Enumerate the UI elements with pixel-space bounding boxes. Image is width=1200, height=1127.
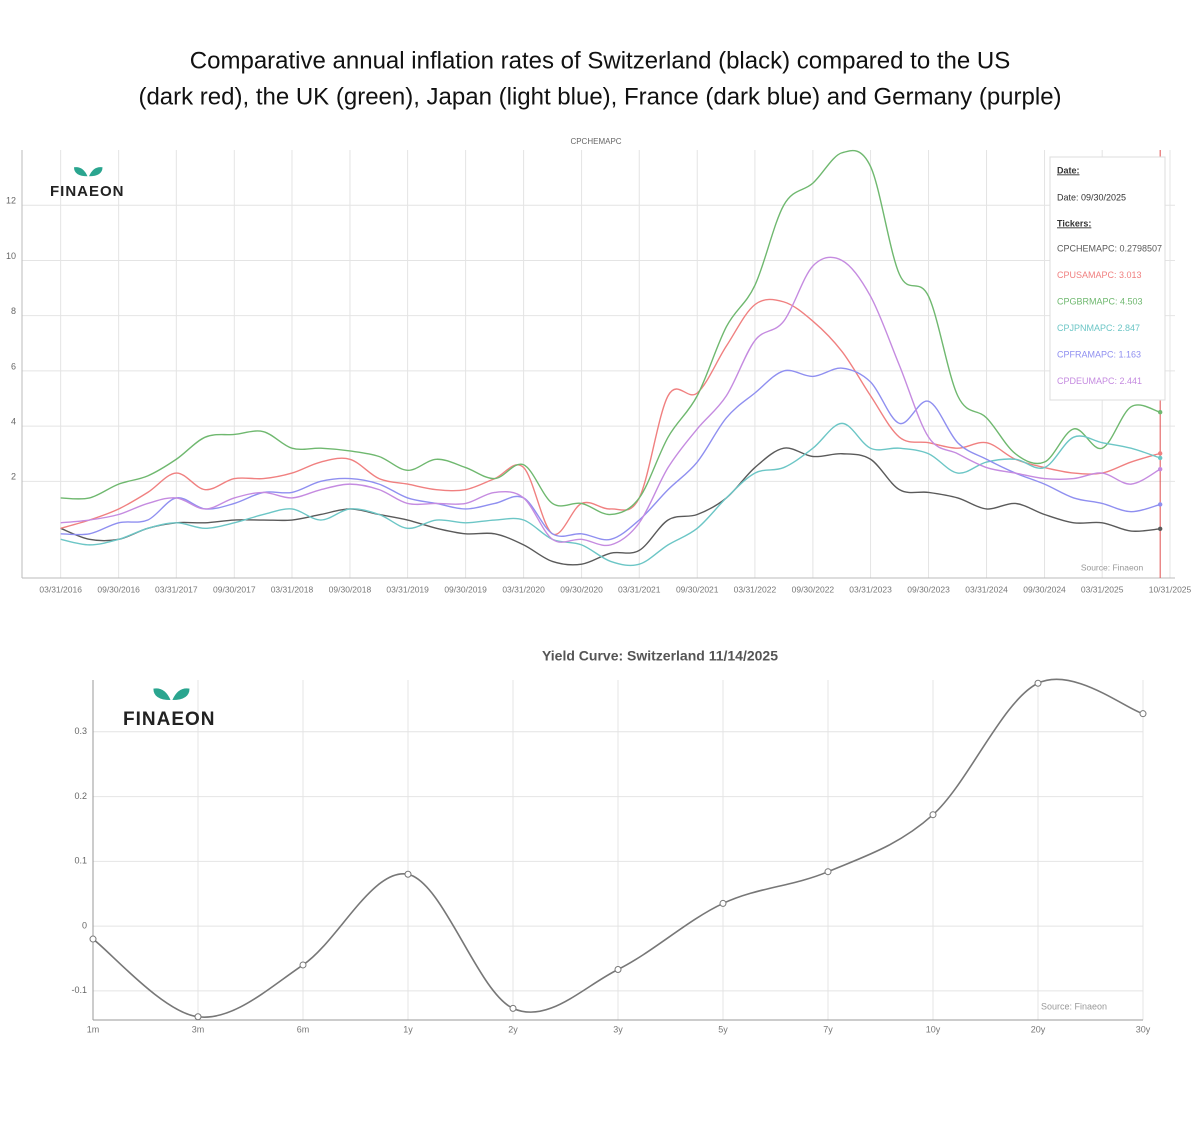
x-tick-label: 03/31/2024 bbox=[965, 584, 1008, 594]
x-tick-label: 09/30/2016 bbox=[97, 584, 140, 594]
logo-text: FINAEON bbox=[50, 183, 125, 200]
point-marker bbox=[509, 1004, 517, 1012]
x-tick-label: 3m bbox=[192, 1024, 205, 1034]
point-marker bbox=[1157, 466, 1163, 472]
point-marker bbox=[1157, 410, 1163, 415]
x-tick-label: 03/31/2016 bbox=[39, 584, 82, 594]
y-tick-label: 0.2 bbox=[74, 791, 87, 801]
x-tick-label: 09/30/2017 bbox=[213, 584, 256, 594]
point-marker bbox=[824, 868, 832, 876]
y-tick-label: 0 bbox=[82, 920, 87, 930]
series-line bbox=[60, 149, 1161, 516]
point-marker bbox=[1157, 526, 1163, 532]
x-tick-label: 09/30/2021 bbox=[676, 584, 719, 594]
heading-line: Comparative annual inflation rates of Sw… bbox=[190, 47, 1010, 74]
x-tick-label: 09/30/2024 bbox=[1023, 584, 1066, 594]
series-line bbox=[60, 298, 1161, 536]
point-marker bbox=[1139, 710, 1147, 718]
point-marker bbox=[1157, 451, 1163, 456]
tooltip-line: CPJPNMAPC: 2.847 bbox=[1057, 323, 1140, 333]
x-tick-label: 03/31/2022 bbox=[734, 584, 777, 594]
x-tick-label: 03/31/2018 bbox=[271, 584, 314, 594]
point-marker bbox=[614, 965, 622, 973]
tooltip-heading: Tickers: bbox=[1057, 218, 1091, 228]
chart-title: CPCHEMAPC bbox=[570, 137, 621, 146]
x-tick-label: 1y bbox=[403, 1024, 413, 1034]
x-tick-label: 09/30/2019 bbox=[444, 584, 487, 594]
series-line bbox=[60, 422, 1161, 567]
logo-leaf bbox=[153, 688, 171, 701]
tooltip-line: CPGBRMAPC: 4.503 bbox=[1057, 296, 1143, 306]
x-tick-label: 5y bbox=[718, 1024, 728, 1034]
x-tick-label: 7y bbox=[823, 1024, 833, 1034]
y-tick-label: 8 bbox=[11, 306, 16, 316]
tooltip-box bbox=[1049, 156, 1166, 401]
point-marker bbox=[404, 870, 412, 878]
tooltip-line: CPUSAMAPC: 3.013 bbox=[1057, 270, 1142, 280]
y-tick-label: 12 bbox=[6, 196, 16, 206]
point-marker bbox=[719, 899, 727, 907]
tooltip-line: CPFRAMAPC: 1.163 bbox=[1057, 349, 1141, 359]
series-line bbox=[60, 256, 1161, 547]
tooltip-line: CPCHEMAPC: 0.2798507 bbox=[1057, 243, 1162, 253]
x-tick-label: 1m bbox=[87, 1024, 100, 1034]
heading-line: (dark red), the UK (green), Japan (light… bbox=[138, 83, 1061, 110]
point-marker bbox=[1034, 679, 1042, 687]
x-tick-label: 03/31/2019 bbox=[386, 584, 429, 594]
x-tick-label: 10/31/2025 bbox=[1149, 584, 1192, 594]
x-tick-label: 30y bbox=[1136, 1024, 1151, 1034]
tooltip-date: Date: 09/30/2025 bbox=[1057, 192, 1126, 202]
logo-leaf bbox=[89, 167, 103, 177]
x-tick-label: 2y bbox=[508, 1024, 518, 1034]
y-tick-label: 0.1 bbox=[74, 856, 87, 866]
x-tick-label: 20y bbox=[1031, 1024, 1046, 1034]
x-tick-label: 03/31/2017 bbox=[155, 584, 198, 594]
point-marker bbox=[1157, 455, 1163, 461]
point-marker bbox=[194, 1013, 202, 1021]
x-tick-label: 3y bbox=[613, 1024, 623, 1034]
x-tick-label: 03/31/2020 bbox=[502, 584, 545, 594]
tooltip-heading: Date: bbox=[1057, 165, 1080, 175]
y-tick-label: 6 bbox=[11, 361, 16, 371]
source: Source: Finaeon bbox=[1081, 562, 1144, 572]
source: Source: Finaeon bbox=[1041, 1001, 1107, 1011]
point-marker bbox=[1157, 502, 1163, 507]
logo-leaf bbox=[74, 167, 88, 177]
y-tick-label: -0.1 bbox=[71, 985, 87, 995]
inflation-chart: CPCHEMAPC 2 4 6 8 10 12 03/31/2016 09/30/2016 03/… bbox=[6, 137, 1192, 594]
point-marker bbox=[299, 961, 307, 969]
y-tick-label: 10 bbox=[6, 251, 16, 261]
y-tick-label: 4 bbox=[11, 417, 16, 427]
y-tick-label: 0.3 bbox=[74, 726, 87, 736]
x-tick-label: 09/30/2022 bbox=[792, 584, 835, 594]
x-tick-label: 09/30/2018 bbox=[329, 584, 372, 594]
x-tick-label: 03/31/2025 bbox=[1081, 584, 1124, 594]
logo-leaf bbox=[172, 688, 190, 701]
chart-title: Yield Curve: Switzerland 11/14/2025 bbox=[542, 648, 778, 664]
x-tick-label: 03/31/2023 bbox=[849, 584, 892, 594]
point-marker bbox=[929, 811, 937, 819]
logo-text: FINAEON bbox=[123, 709, 216, 730]
point-marker bbox=[89, 935, 97, 943]
y-tick-label: 2 bbox=[11, 472, 16, 482]
x-tick-label: 09/30/2023 bbox=[907, 584, 950, 594]
tooltip-line: CPDEUMAPC: 2.441 bbox=[1057, 376, 1142, 386]
series-line bbox=[60, 367, 1161, 541]
x-tick-label: 09/30/2020 bbox=[560, 584, 603, 594]
x-tick-label: 6m bbox=[297, 1024, 310, 1034]
x-tick-label: 10y bbox=[926, 1024, 941, 1034]
x-tick-label: 03/31/2021 bbox=[618, 584, 661, 594]
yield-chart: Yield Curve: Switzerland 11/14/2025 -0.1 0… bbox=[71, 648, 1150, 1035]
